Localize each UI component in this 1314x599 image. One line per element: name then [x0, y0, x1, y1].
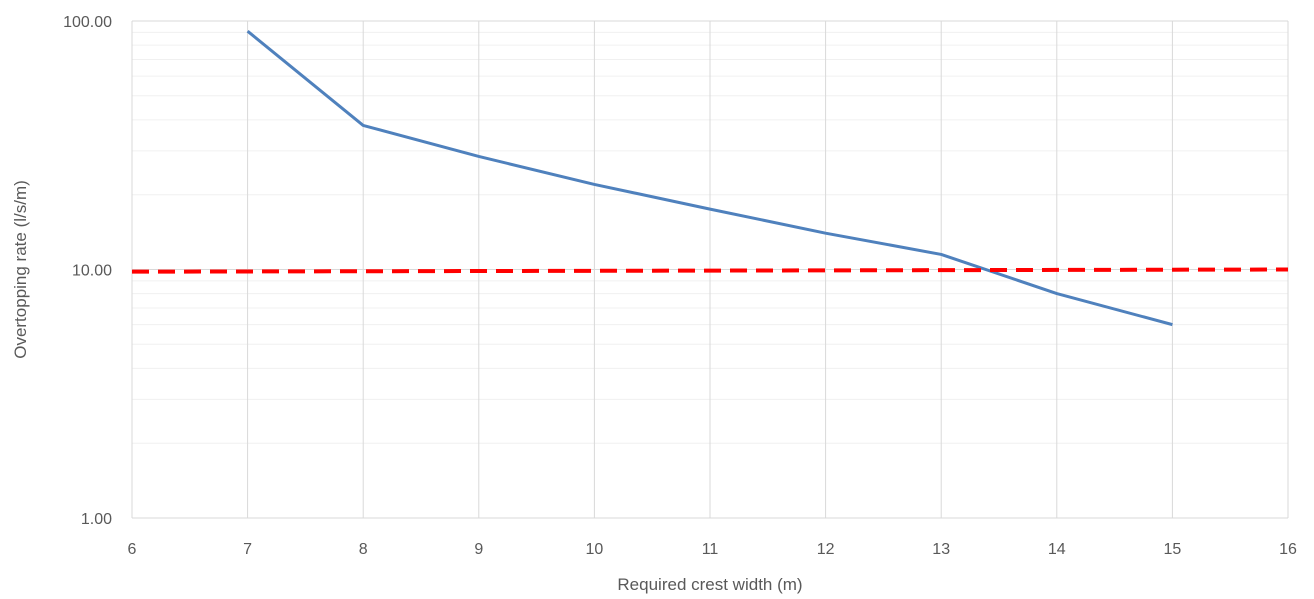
x-tick-label: 11	[702, 541, 719, 558]
x-tick-label: 13	[932, 541, 950, 558]
y-tick-label: 1.00	[81, 511, 112, 528]
x-tick-label: 15	[1164, 541, 1182, 558]
x-tick-label: 16	[1279, 541, 1297, 558]
x-axis-title: Required crest width (m)	[617, 575, 802, 594]
x-tick-labels: 6 7 8 9 10 11 12 13 14 15 16	[128, 541, 1297, 558]
x-tick-label: 9	[474, 541, 483, 558]
x-tick-label: 10	[586, 541, 604, 558]
series-line	[246, 30, 1173, 327]
series-layer	[131, 30, 1289, 327]
x-tick-label: 6	[128, 541, 137, 558]
x-tick-label: 12	[817, 541, 835, 558]
x-tick-label: 8	[359, 541, 368, 558]
x-tick-label: 7	[243, 541, 252, 558]
y-tick-label: 100.00	[63, 14, 112, 31]
y-tick-label: 10.00	[72, 263, 112, 280]
y-axis-title: Overtopping rate (l/s/m)	[11, 180, 30, 359]
threshold-line	[131, 267, 1289, 274]
y-tick-labels: 1.00 10.00 100.00	[63, 14, 112, 528]
x-tick-label: 14	[1048, 541, 1066, 558]
